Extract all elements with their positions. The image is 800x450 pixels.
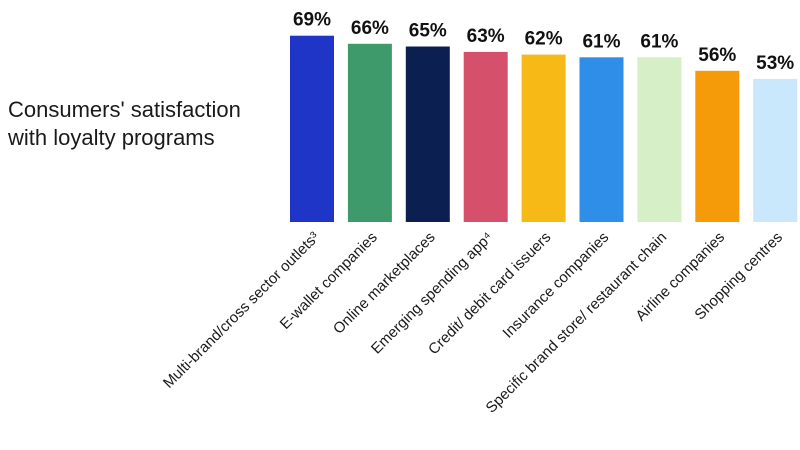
value-label-1: 69% — [293, 10, 331, 31]
category-label-3: Online marketplaces — [330, 229, 439, 338]
category-label-2: E-wallet companies — [277, 229, 381, 333]
category-labels-layer: Multi-brand/cross sector outlets³E-walle… — [160, 229, 786, 417]
value-label-4: 63% — [467, 26, 505, 47]
value-label-9: 53% — [756, 53, 794, 74]
bar-5 — [521, 54, 566, 222]
bar-4 — [463, 51, 508, 223]
value-label-3: 65% — [409, 21, 447, 42]
bar-7 — [637, 57, 682, 222]
bars-layer — [290, 35, 798, 223]
value-label-6: 61% — [582, 31, 620, 52]
bar-1 — [290, 35, 334, 223]
value-label-5: 62% — [525, 29, 563, 50]
value-label-2: 66% — [351, 18, 389, 39]
bar-3 — [405, 46, 450, 222]
bar-2 — [347, 43, 392, 222]
value-labels-layer: 69% 66% 65% 63% 62% 61% 61% 56% 53% — [293, 10, 794, 74]
chart-title: Consumers' satisfaction with loyalty pro… — [8, 97, 241, 150]
category-label-6: Insurance companies — [499, 229, 612, 342]
bar-9 — [753, 78, 798, 223]
value-label-8: 56% — [698, 45, 736, 66]
bar-8 — [695, 70, 740, 222]
bar-6 — [579, 57, 624, 222]
value-label-7: 61% — [640, 31, 678, 52]
